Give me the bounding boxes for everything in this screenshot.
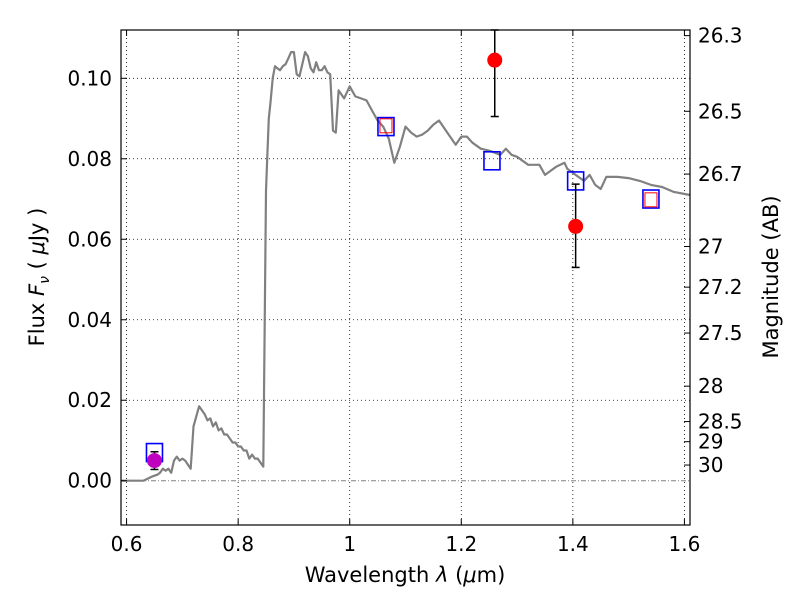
x-tick-label: 1.4 — [557, 532, 589, 556]
secondary-square — [379, 118, 393, 134]
y-tick-label: 0.04 — [67, 308, 112, 332]
plot-background — [121, 30, 690, 525]
mag-tick-label: 26.7 — [698, 162, 743, 186]
observed-point — [146, 453, 162, 469]
secondary-square — [644, 192, 658, 208]
mag-tick-label: 26.3 — [698, 24, 743, 48]
mag-tick-label: 29 — [698, 430, 723, 454]
x-axis-title: Wavelength λ (μm) — [305, 563, 506, 587]
observed-point — [568, 218, 584, 234]
x-tick-label: 1 — [343, 532, 356, 556]
mag-tick-label: 27.5 — [698, 321, 743, 345]
mag-tick-label: 27.2 — [698, 275, 743, 299]
mag-tick-label: 28.5 — [698, 410, 743, 434]
y-axis-ticks: 0.00 0.02 0.04 0.06 0.08 0.10 — [67, 66, 127, 493]
model-photometry-square — [483, 150, 501, 171]
mag-tick-label: 30 — [698, 453, 723, 477]
mag-tick-label: 28 — [698, 374, 723, 398]
x-tick-label: 1.6 — [669, 532, 701, 556]
mag-tick-label: 27 — [698, 235, 723, 259]
x-tick-label: 0.6 — [111, 532, 143, 556]
y2-axis-title: Magnitude (AB) — [759, 195, 783, 358]
spectrum-line — [121, 50, 691, 482]
observed-point — [487, 52, 503, 68]
y-axis-title: Flux Fν ( μJy ) — [25, 208, 53, 347]
y-tick-label: 0.00 — [67, 469, 112, 493]
photometry-markers — [145, 29, 660, 471]
y-tick-label: 0.08 — [67, 147, 112, 171]
mag-tick-label: 26.5 — [698, 99, 743, 123]
model-photometry-square — [642, 189, 660, 209]
x-tick-label: 1.2 — [445, 532, 477, 556]
x-axis-ticks: 0.6 0.8 1 1.2 1.4 1.6 — [111, 30, 701, 556]
model-photometry-square — [377, 116, 395, 137]
grid-lines — [121, 30, 690, 525]
spectrum-series — [121, 50, 691, 482]
y-tick-label: 0.10 — [67, 66, 112, 90]
plot-frame — [120, 29, 691, 526]
x-tick-label: 0.8 — [222, 532, 254, 556]
y-tick-label: 0.06 — [67, 227, 112, 251]
y-tick-label: 0.02 — [67, 388, 112, 412]
